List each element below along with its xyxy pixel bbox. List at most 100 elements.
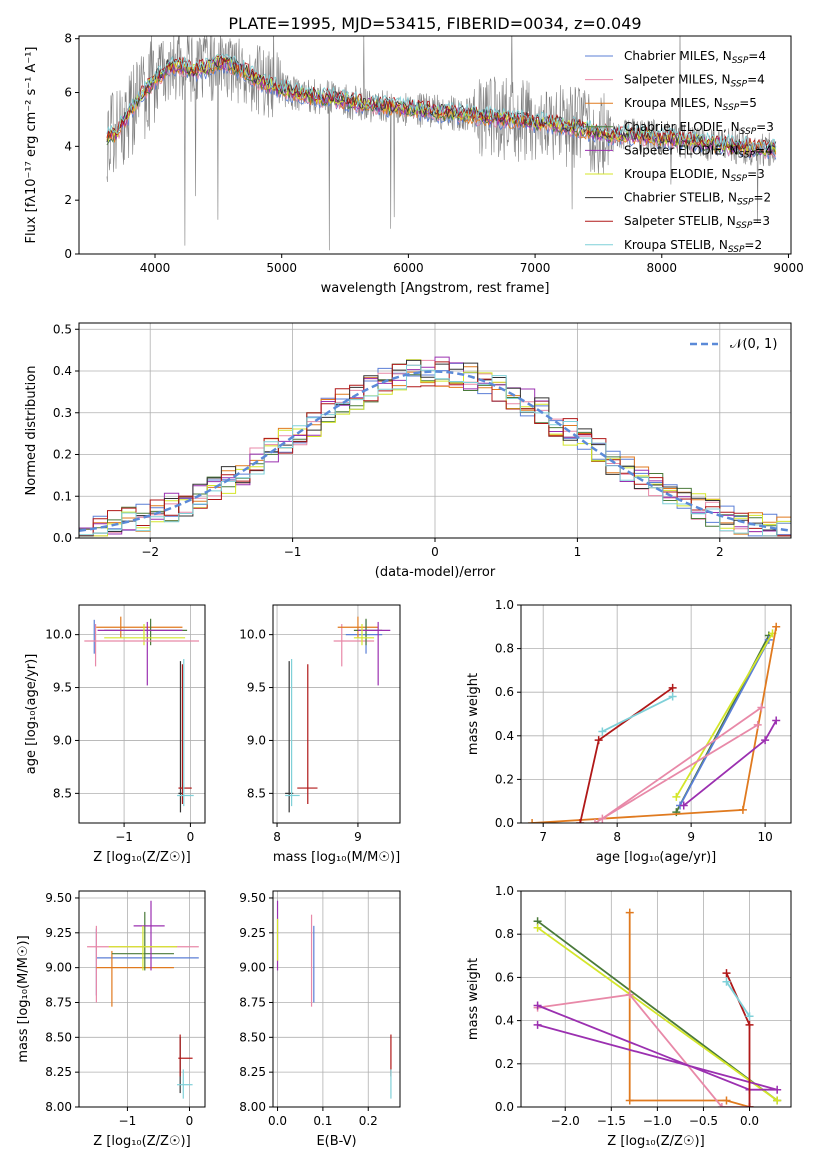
- y-tick-label: 8.25: [45, 1065, 72, 1079]
- y-tick-label: 9.00: [45, 961, 72, 975]
- weight-marker: [672, 792, 681, 801]
- legend-label: Salpeter STELIB, NSSP=3: [624, 214, 770, 231]
- weight-marker: [625, 1096, 634, 1105]
- y-tick-label: 9.50: [239, 891, 266, 905]
- weight-line: [725, 981, 751, 1017]
- legend-nssp-value: =3: [747, 167, 765, 181]
- weight-marker: [533, 1001, 542, 1010]
- weight-line: [725, 972, 751, 1107]
- legend-nssp-sub: SSP: [728, 245, 745, 255]
- legend-model-name: Kroupa ELODIE,: [624, 167, 722, 181]
- x-tick-label: 1: [574, 545, 582, 559]
- x-tick-label: 7000: [520, 261, 551, 275]
- weight-marker: [745, 1020, 754, 1029]
- legend-model-name: Salpeter MILES,: [624, 73, 722, 87]
- weight-marker: [722, 969, 731, 978]
- y-axis-label: mass weight: [466, 958, 481, 1040]
- y-tick-label: 0.5: [53, 322, 72, 336]
- weight-marker: [753, 720, 762, 729]
- y-tick-label: 9.25: [239, 926, 266, 940]
- legend-nssp-sub: SSP: [738, 150, 755, 160]
- x-tick-label: 7: [539, 830, 547, 844]
- axes-frame: [520, 890, 792, 1108]
- y-tick-label: 8.50: [239, 1030, 266, 1044]
- x-tick-label: 0.1: [313, 1114, 332, 1128]
- y-tick-label: 9.25: [45, 926, 72, 940]
- weight-marker: [722, 1096, 731, 1105]
- weight-line: [628, 912, 750, 1107]
- x-axis-label: (data-model)/error: [375, 565, 496, 580]
- weight-line: [537, 993, 750, 1107]
- x-axis-label: Z [log₁₀(Z/Z☉)]: [93, 1134, 190, 1149]
- chart-weight-vs-Z: −2.0 −1.5 −1.0 −0.5 0.0 0.0 0.2 0.4 0.6 0.8 1.0 Z […: [466, 884, 792, 1149]
- legend-model-name: Chabrier MILES,: [624, 49, 723, 63]
- x-tick-label: −0.5: [689, 1114, 718, 1128]
- legend-model-name: Salpeter STELIB,: [624, 214, 727, 228]
- y-tick-label: 9.0: [53, 733, 72, 747]
- model-spectrum-line: [106, 54, 777, 152]
- weight-marker: [738, 805, 747, 814]
- legend-label: Chabrier STELIB, NSSP=2: [624, 191, 771, 208]
- x-tick-label: −1.5: [597, 1114, 626, 1128]
- y-tick-label: 0.2: [495, 772, 514, 786]
- legend-nssp-value: =4: [755, 143, 773, 157]
- legend-nssp-sub: SSP: [731, 174, 748, 184]
- weight-marker: [772, 622, 781, 631]
- model-spectrum-line: [106, 58, 777, 158]
- x-tick-label: −2: [141, 545, 159, 559]
- legend-nssp-value: =2: [744, 238, 762, 252]
- plot-area: [87, 900, 199, 1099]
- x-axis-label: age [log₁₀(age/yr)]: [596, 850, 717, 865]
- weight-marker: [773, 1096, 782, 1105]
- legend-gaussian-label: 𝒩(0, 1): [730, 337, 777, 352]
- y-tick-label: 9.5: [53, 681, 72, 695]
- legend-nssp-value: =5: [739, 96, 757, 110]
- y-tick-label: 1.0: [495, 598, 514, 612]
- axes-frame: [78, 35, 792, 255]
- weight-line: [594, 724, 759, 823]
- plot-area: [276, 900, 392, 1099]
- y-tick-label: 0.6: [495, 970, 514, 984]
- y-tick-label: 0.2: [495, 1057, 514, 1071]
- y-tick-label: 0.1: [53, 489, 72, 503]
- weight-line: [532, 626, 778, 823]
- x-tick-label: 8000: [647, 261, 678, 275]
- chart-mass-vs-ebv: 0.0 0.1 0.2 8.00 8.25 8.50 8.75 9.00 9.25 9.50 E(B…: [239, 890, 401, 1149]
- weight-line: [537, 1004, 778, 1091]
- plot-area: [533, 908, 782, 1107]
- legend-nssp-value: =3: [756, 120, 774, 134]
- chart-age-vs-Z: −1 0 8.5 9.0 9.5 10.0 Z [log₁₀(Z/Z☉)] age [log₁…: [24, 604, 206, 865]
- y-tick-label: 4: [64, 139, 72, 153]
- legend-model-name: Salpeter ELODIE,: [624, 143, 729, 157]
- x-tick-label: 5000: [266, 261, 297, 275]
- legend-label: Kroupa ELODIE, NSSP=3: [624, 167, 765, 184]
- x-axis-label: Z [log₁₀(Z/Z☉)]: [607, 1134, 704, 1149]
- legend-label: Kroupa MILES, NSSP=5: [624, 96, 757, 113]
- legend-label: Kroupa STELIB, NSSP=2: [624, 238, 762, 255]
- legend-nssp-value: =2: [754, 191, 772, 205]
- legend-nssp-symbol: N: [731, 120, 740, 134]
- weight-marker: [679, 801, 688, 810]
- weight-line: [679, 639, 770, 807]
- y-axis-label: mass weight: [466, 673, 481, 755]
- y-tick-label: 0.4: [495, 1014, 514, 1028]
- weight-marker: [590, 819, 599, 823]
- legend-nssp-value: =4: [748, 49, 766, 63]
- chart-mass-vs-Z: −1 0 8.00 8.25 8.50 8.75 9.00 9.25 9.50 Z [log₁₀(…: [16, 890, 206, 1149]
- y-tick-label: 8.75: [239, 995, 266, 1009]
- x-tick-label: 0.0: [740, 1114, 759, 1128]
- legend-nssp-sub: SSP: [731, 80, 748, 90]
- legend-nssp-symbol: N: [729, 143, 738, 157]
- weight-marker: [772, 716, 781, 725]
- axes-frame: [272, 604, 401, 824]
- legend-nssp-sub: SSP: [740, 127, 757, 137]
- weight-line: [602, 695, 673, 733]
- y-tick-label: 0.8: [495, 642, 514, 656]
- plot-area: [84, 616, 200, 813]
- x-tick-label: −1: [119, 1114, 137, 1128]
- legend-nssp-symbol: N: [722, 73, 731, 87]
- chart-age-vs-mass: 8 9 8.5 9.0 9.5 10.0 mass [log₁₀(M/M☉)]: [239, 604, 401, 865]
- y-tick-label: 8.25: [239, 1065, 266, 1079]
- x-axis-label: E(B-V): [316, 1134, 356, 1149]
- legend-nssp-symbol: N: [719, 238, 728, 252]
